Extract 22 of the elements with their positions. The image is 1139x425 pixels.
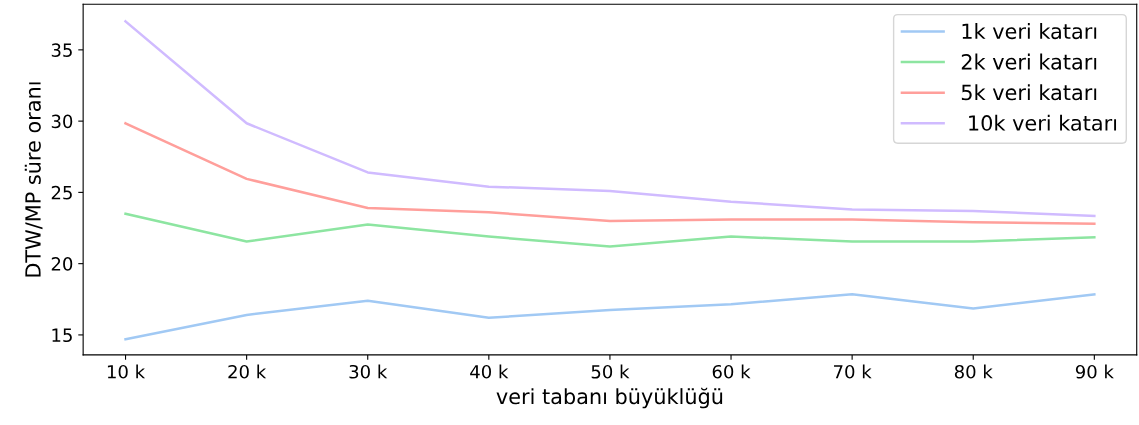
legend-label: 1k veri katarı xyxy=(962,23,1097,40)
line-series xyxy=(124,293,1096,341)
x-tick-label: 60 k xyxy=(712,364,751,379)
x-tick-label: 80 k xyxy=(954,364,993,379)
legend-label: 2k veri katarı xyxy=(961,53,1097,70)
x-tick-label: 20 k xyxy=(228,364,267,379)
y-tick-label: 25 xyxy=(51,185,72,200)
y-tick-label: 20 xyxy=(51,257,73,271)
x-tick-label: 50 k xyxy=(591,364,630,379)
x-tick-label: 30 k xyxy=(349,364,388,379)
x-axis-title: veri tabanı büyüklüğü xyxy=(496,387,723,409)
x-tick-label: 90 k xyxy=(1075,364,1114,379)
y-tick-label: 30 xyxy=(51,114,73,129)
y-tick-label: 15 xyxy=(52,328,72,343)
line-series xyxy=(124,212,1096,248)
legend-label: 10k veri katarı xyxy=(969,114,1117,131)
y-tick-label: 35 xyxy=(51,43,72,57)
y-axis-title: DTW/MP süre oranı xyxy=(24,82,43,277)
x-tick-label: 40 k xyxy=(470,364,509,379)
x-tick-label: 70 k xyxy=(834,364,872,379)
legend-label: 5k veri katarı xyxy=(961,84,1097,101)
x-tick-label: 10 k xyxy=(107,364,146,379)
